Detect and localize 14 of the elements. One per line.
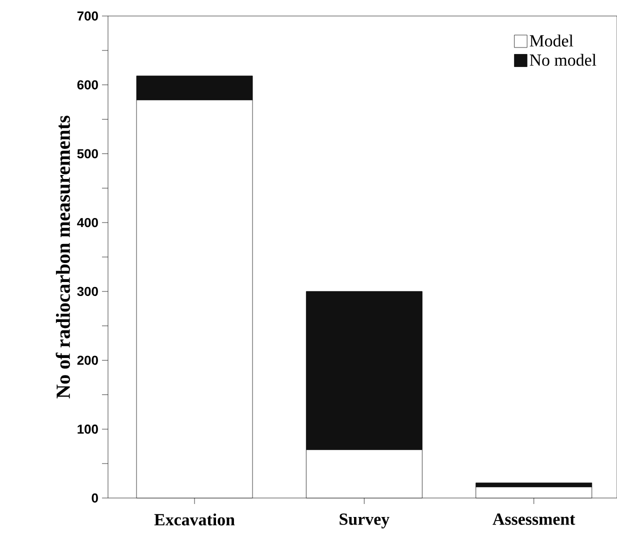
y-tick-label: 500: [77, 149, 98, 158]
y-tick-label: 100: [78, 424, 98, 434]
x-tick-label: Survey: [340, 514, 390, 528]
y-tick-label: 400: [77, 218, 98, 228]
x-tick-label: Assessment: [492, 514, 576, 525]
y-tick-label: 200: [77, 356, 98, 365]
y-tick-label: 300: [77, 286, 98, 296]
legend-label: Model: [530, 34, 574, 47]
y-axis-title: No of radiocarbon measurements: [56, 116, 70, 398]
y-tick-label: 0: [92, 493, 98, 503]
y-tick-label: 700: [77, 11, 98, 21]
y-tick-label: 600: [77, 80, 98, 90]
legend-label: No model: [530, 54, 596, 66]
x-tick-label: Excavation: [154, 514, 235, 526]
